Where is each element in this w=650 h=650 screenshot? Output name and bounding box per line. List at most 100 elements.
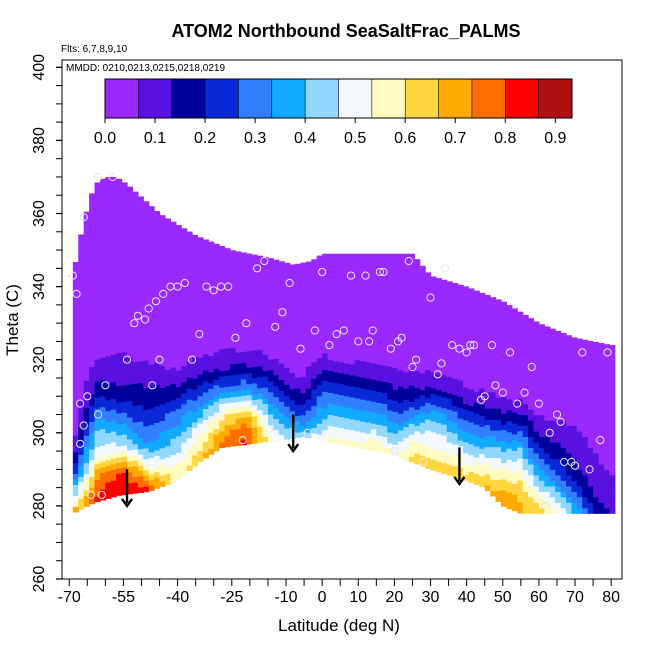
- heatmap-cell: [176, 326, 182, 332]
- heatmap-cell: [100, 440, 106, 446]
- heatmap-cell: [111, 239, 117, 245]
- heatmap-cell: [441, 391, 447, 397]
- heatmap-cell: [398, 419, 404, 425]
- heatmap-cell: [149, 479, 155, 485]
- heatmap-cell: [284, 428, 290, 434]
- heatmap-cell: [523, 338, 529, 344]
- heatmap-cell: [132, 471, 138, 477]
- heatmap-cell: [143, 371, 149, 377]
- heatmap-cell: [571, 442, 577, 448]
- heatmap-cell: [116, 194, 122, 200]
- heatmap-cell: [338, 356, 344, 362]
- heatmap-cell: [235, 308, 241, 314]
- heatmap-cell: [246, 367, 252, 373]
- heatmap-cell: [290, 329, 296, 335]
- heatmap-cell: [268, 364, 274, 370]
- heatmap-cell: [528, 469, 534, 475]
- heatmap-cell: [588, 431, 594, 437]
- heatmap-cell: [425, 452, 431, 458]
- heatmap-cell: [132, 192, 138, 198]
- heatmap-cell: [501, 473, 507, 479]
- heatmap-cell: [225, 271, 231, 277]
- heatmap-cell: [165, 265, 171, 271]
- heatmap-cell: [555, 371, 561, 377]
- heatmap-cell: [371, 434, 377, 440]
- heatmap-cell: [84, 408, 90, 414]
- heatmap-cell: [279, 363, 285, 369]
- heatmap-cell: [328, 387, 334, 393]
- heatmap-cell: [599, 415, 605, 421]
- heatmap-cell: [582, 480, 588, 486]
- heatmap-cell: [561, 409, 567, 415]
- heatmap-cell: [230, 347, 236, 353]
- heatmap-cell: [517, 436, 523, 442]
- heatmap-cell: [300, 426, 306, 432]
- heatmap-cell: [441, 293, 447, 299]
- heatmap-cell: [170, 350, 176, 356]
- heatmap-cell: [577, 415, 583, 421]
- heatmap-cell: [382, 431, 388, 437]
- heatmap-cell: [122, 286, 128, 292]
- heatmap-cell: [208, 257, 214, 263]
- heatmap-cell: [138, 218, 144, 224]
- heatmap-cell: [382, 414, 388, 420]
- heatmap-cell: [333, 317, 339, 323]
- heatmap-cell: [582, 431, 588, 437]
- heatmap-cell: [116, 440, 122, 446]
- heatmap-cell: [403, 290, 409, 296]
- heatmap-cell: [230, 429, 236, 435]
- heatmap-cell: [84, 402, 90, 408]
- heatmap-cell: [160, 387, 166, 393]
- heatmap-cell: [132, 230, 138, 236]
- heatmap-cell: [306, 415, 312, 421]
- heatmap-cell: [241, 297, 247, 303]
- heatmap-cell: [100, 423, 106, 429]
- heatmap-cell: [89, 328, 95, 334]
- heatmap-cell: [160, 215, 166, 218]
- heatmap-cell: [252, 345, 258, 351]
- heatmap-cell: [577, 371, 583, 377]
- heatmap-cell: [393, 329, 399, 335]
- heatmap-cell: [458, 285, 464, 287]
- heatmap-cell: [403, 383, 409, 389]
- heatmap-cell: [284, 384, 290, 390]
- heatmap-cell: [187, 438, 193, 444]
- heatmap-cell: [593, 469, 599, 475]
- heatmap-cell: [376, 254, 382, 260]
- heatmap-cell: [170, 323, 176, 329]
- heatmap-cell: [485, 381, 491, 387]
- heatmap-cell: [409, 429, 415, 435]
- heatmap-cell: [528, 332, 534, 338]
- heatmap-cell: [479, 426, 485, 432]
- heatmap-cell: [344, 352, 350, 358]
- heatmap-cell: [355, 370, 361, 376]
- heatmap-cell: [279, 319, 285, 325]
- heatmap-cell: [506, 339, 512, 345]
- heatmap-cell: [360, 426, 366, 432]
- heatmap-cell: [263, 414, 269, 420]
- heatmap-cell: [566, 382, 572, 388]
- heatmap-cell: [127, 274, 133, 280]
- heatmap-cell: [160, 431, 166, 437]
- heatmap-cell: [436, 280, 442, 286]
- heatmap-cell: [165, 325, 171, 331]
- heatmap-cell: [154, 211, 160, 215]
- heatmap-cell: [230, 254, 236, 260]
- heatmap-cell: [436, 390, 442, 396]
- heatmap-cell: [479, 371, 485, 377]
- heatmap-cell: [73, 320, 79, 326]
- heatmap-cell: [89, 219, 95, 225]
- heatmap-cell: [458, 424, 464, 430]
- heatmap-cell: [84, 304, 90, 310]
- heatmap-cell: [225, 408, 231, 414]
- heatmap-cell: [571, 360, 577, 366]
- dates-note: MMDD: 0210,0213,0215,0218,0219: [66, 63, 225, 74]
- heatmap-cell: [132, 202, 138, 208]
- heatmap-cell: [100, 275, 106, 281]
- heatmap-cell: [290, 307, 296, 313]
- heatmap-cell: [561, 343, 567, 349]
- heatmap-cell: [95, 271, 101, 277]
- heatmap-cell: [138, 235, 144, 241]
- heatmap-cell: [122, 281, 128, 287]
- heatmap-cell: [176, 474, 182, 480]
